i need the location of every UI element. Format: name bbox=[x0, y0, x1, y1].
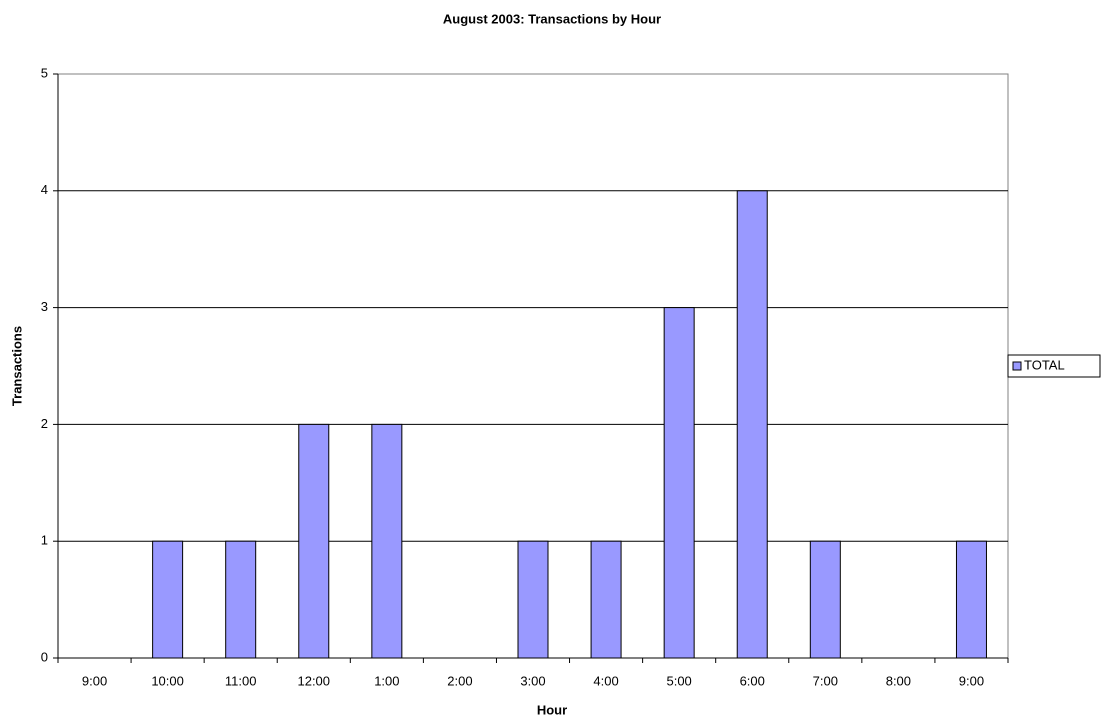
bar bbox=[663, 307, 695, 659]
legend-label: TOTAL bbox=[1024, 357, 1065, 372]
x-tick-label: 8:00 bbox=[886, 673, 911, 688]
x-tick-label: 10:00 bbox=[151, 673, 184, 688]
x-tick-label: 12:00 bbox=[297, 673, 330, 688]
bar bbox=[809, 540, 841, 659]
bar bbox=[736, 190, 768, 659]
bar bbox=[371, 423, 403, 659]
legend-swatch bbox=[1012, 361, 1022, 371]
y-tick-label: 1 bbox=[41, 533, 48, 548]
chart-title: August 2003: Transactions by Hour bbox=[443, 11, 661, 26]
bar bbox=[590, 540, 622, 659]
x-tick-label: 6:00 bbox=[740, 673, 765, 688]
bar bbox=[298, 423, 330, 659]
bar bbox=[517, 540, 549, 659]
bar bbox=[955, 540, 987, 659]
x-tick-label: 11:00 bbox=[225, 673, 257, 688]
bar bbox=[152, 540, 184, 659]
y-axis-label: Transactions bbox=[9, 326, 24, 406]
y-tick-label: 4 bbox=[41, 182, 48, 197]
legend-box bbox=[1007, 354, 1101, 378]
x-tick-label: 3:00 bbox=[520, 673, 545, 688]
x-tick-label: 7:00 bbox=[813, 673, 838, 688]
y-tick-label: 2 bbox=[41, 416, 48, 431]
y-tick-label: 0 bbox=[41, 649, 48, 664]
x-axis-label: Hour bbox=[537, 702, 567, 717]
x-tick-label: 9:00 bbox=[959, 673, 984, 688]
y-tick-label: 3 bbox=[41, 299, 48, 314]
bar bbox=[225, 540, 257, 659]
x-tick-label: 9:00 bbox=[82, 673, 107, 688]
x-tick-label: 5:00 bbox=[666, 673, 691, 688]
x-tick-label: 1:00 bbox=[374, 673, 399, 688]
x-tick-label: 4:00 bbox=[593, 673, 618, 688]
x-tick-label: 2:00 bbox=[447, 673, 472, 688]
y-tick-label: 5 bbox=[41, 65, 48, 80]
